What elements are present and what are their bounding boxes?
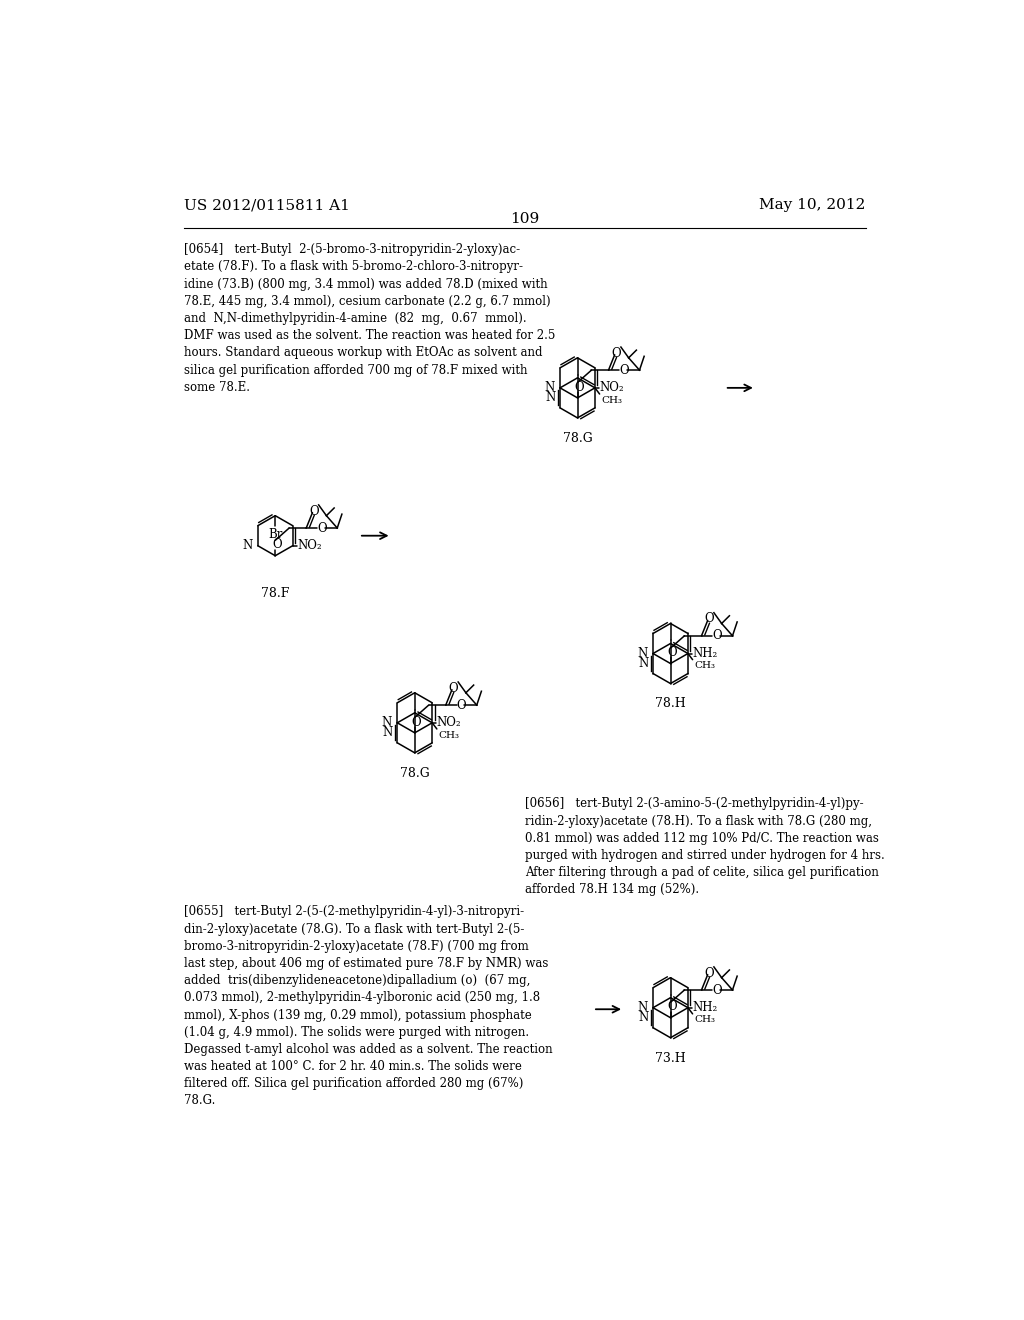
Text: NO₂: NO₂ — [297, 539, 322, 552]
Text: O: O — [620, 363, 629, 376]
Text: O: O — [272, 539, 282, 552]
Text: O: O — [412, 715, 421, 729]
Text: [0654]   tert-Butyl  2-(5-bromo-3-nitropyridin-2-yloxy)ac-
etate (78.F). To a fl: [0654] tert-Butyl 2-(5-bromo-3-nitropyri… — [183, 243, 555, 393]
Text: 78.G: 78.G — [562, 432, 592, 445]
Text: N: N — [638, 1011, 648, 1024]
Text: O: O — [574, 380, 584, 393]
Text: O: O — [457, 698, 466, 711]
Text: US 2012/0115811 A1: US 2012/0115811 A1 — [183, 198, 349, 213]
Text: 78.H: 78.H — [655, 697, 686, 710]
Text: Br: Br — [268, 528, 283, 541]
Text: N: N — [545, 391, 555, 404]
Text: O: O — [705, 966, 714, 979]
Text: N: N — [637, 1001, 647, 1014]
Text: O: O — [611, 347, 622, 360]
Text: N: N — [242, 539, 252, 552]
Text: O: O — [712, 630, 722, 643]
Text: O: O — [309, 504, 318, 517]
Text: CH₃: CH₃ — [438, 730, 460, 739]
Text: NO₂: NO₂ — [437, 717, 462, 730]
Text: NH₂: NH₂ — [692, 1001, 718, 1014]
Text: O: O — [317, 521, 327, 535]
Text: N: N — [638, 656, 648, 669]
Text: CH₃: CH₃ — [694, 1015, 715, 1024]
Text: 73.H: 73.H — [655, 1052, 686, 1065]
Text: O: O — [668, 1001, 677, 1014]
Text: May 10, 2012: May 10, 2012 — [760, 198, 866, 213]
Text: O: O — [668, 647, 677, 659]
Text: O: O — [705, 612, 714, 626]
Text: [0655]   tert-Butyl 2-(5-(2-methylpyridin-4-yl)-3-nitropyri-
din-2-yloxy)acetate: [0655] tert-Butyl 2-(5-(2-methylpyridin-… — [183, 906, 552, 1107]
Text: [0656]   tert-Butyl 2-(3-amino-5-(2-methylpyridin-4-yl)py-
ridin-2-yloxy)acetate: [0656] tert-Butyl 2-(3-amino-5-(2-methyl… — [524, 797, 885, 896]
Text: N: N — [382, 726, 392, 739]
Text: NO₂: NO₂ — [600, 381, 625, 395]
Text: O: O — [449, 681, 459, 694]
Text: CH₃: CH₃ — [694, 661, 715, 671]
Text: N: N — [545, 381, 555, 395]
Text: 109: 109 — [510, 213, 540, 226]
Text: CH₃: CH₃ — [601, 396, 623, 404]
Text: NH₂: NH₂ — [692, 647, 718, 660]
Text: 78.F: 78.F — [261, 586, 290, 599]
Text: 78.G: 78.G — [400, 767, 430, 780]
Text: N: N — [382, 717, 392, 730]
Text: O: O — [712, 983, 722, 997]
Text: N: N — [637, 647, 647, 660]
